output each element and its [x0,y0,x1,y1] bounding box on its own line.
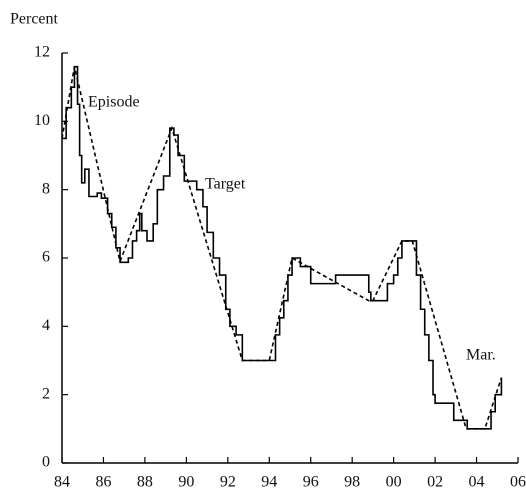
y-tick-label: 0 [42,454,50,471]
x-tick-label: 84 [54,474,70,491]
series-line [62,65,503,430]
x-tick-label: 86 [95,474,111,491]
annotation: Mar. [466,347,496,364]
x-tick-label: 94 [261,474,277,491]
y-tick-label: 12 [34,44,50,61]
y-tick-label: 6 [42,249,50,266]
y-axis-label: Percent [10,11,59,28]
x-tick-label: 06 [510,474,526,491]
x-tick-label: 92 [220,474,236,491]
y-tick-label: 8 [42,180,50,197]
x-tick-label: 02 [427,474,443,491]
y-tick-label: 4 [42,317,50,334]
x-tick-label: 00 [386,474,402,491]
annotation: Target [205,176,246,193]
x-tick-label: 90 [178,474,194,491]
series-line [61,66,503,430]
y-tick-label: 10 [34,112,50,129]
x-tick-label: 96 [303,474,319,491]
annotation: Episode [88,94,140,111]
x-tick-label: 88 [137,474,153,491]
y-tick-label: 2 [42,385,50,402]
x-tick-label: 98 [344,474,360,491]
x-tick-label: 04 [469,474,485,491]
